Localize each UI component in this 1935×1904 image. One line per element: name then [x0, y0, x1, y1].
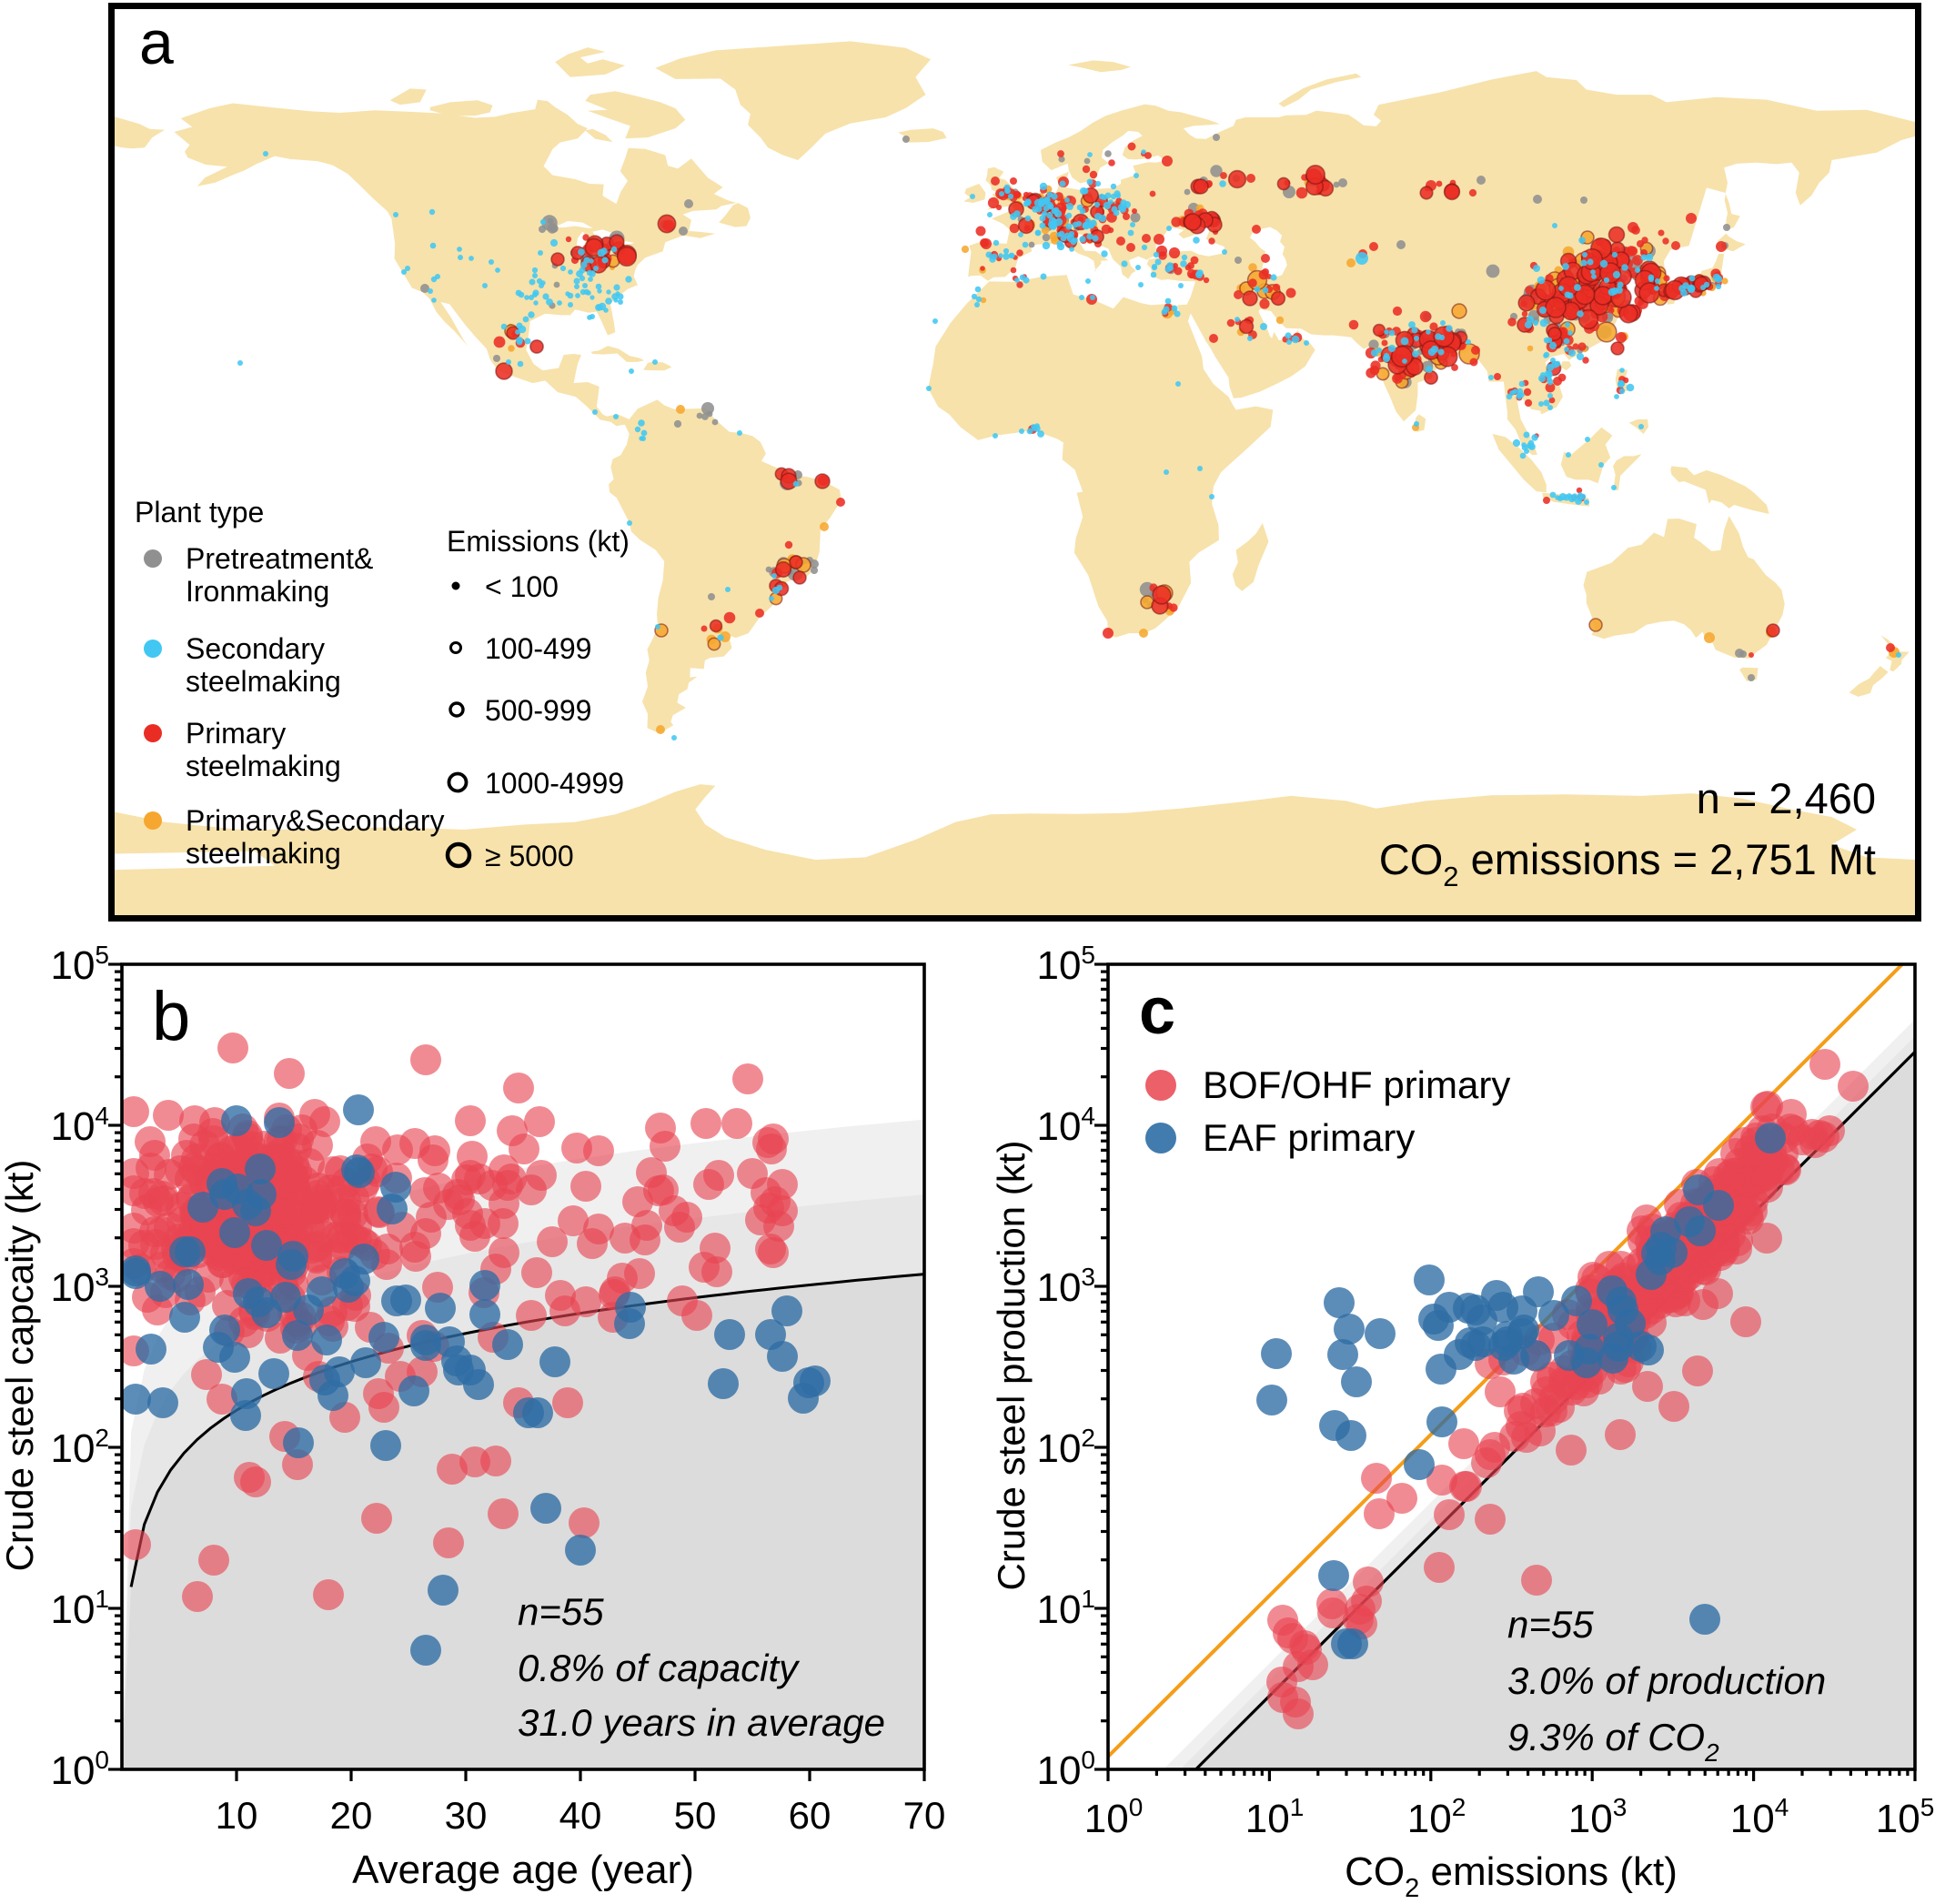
svg-text:100-499: 100-499 [485, 632, 591, 665]
svg-text:Average age (year): Average age (year) [352, 1848, 694, 1892]
svg-text:30: 30 [445, 1794, 488, 1837]
svg-text:0.8% of capacity: 0.8% of capacity [518, 1647, 801, 1689]
svg-text:a: a [139, 8, 174, 77]
svg-text:Plant type: Plant type [135, 496, 264, 529]
svg-text:steelmaking: steelmaking [186, 837, 341, 870]
svg-text:≥ 5000: ≥ 5000 [485, 840, 574, 872]
svg-text:BOF/OHF primary: BOF/OHF primary [1203, 1063, 1510, 1106]
svg-text:3.0% of production: 3.0% of production [1507, 1659, 1826, 1702]
svg-text:50: 50 [674, 1794, 717, 1837]
svg-text:104: 104 [1036, 1102, 1095, 1149]
svg-text:105: 105 [1876, 1793, 1935, 1841]
svg-text:Ironmaking: Ironmaking [186, 575, 329, 608]
svg-text:n=55: n=55 [1507, 1603, 1594, 1646]
svg-text:b: b [152, 978, 190, 1055]
svg-text:Primary: Primary [186, 717, 286, 750]
svg-text:n = 2,460: n = 2,460 [1697, 774, 1876, 822]
svg-text:20: 20 [330, 1794, 373, 1837]
svg-text:Secondary: Secondary [186, 632, 325, 665]
svg-text:Primary&Secondary: Primary&Secondary [186, 804, 445, 837]
svg-text:Crude steel production (kt): Crude steel production (kt) [990, 1141, 1033, 1591]
svg-text:CO2 emissions = 2,751 Mt: CO2 emissions = 2,751 Mt [1379, 835, 1876, 892]
svg-text:Emissions (kt): Emissions (kt) [447, 525, 630, 558]
svg-text:500-999: 500-999 [485, 694, 591, 727]
svg-text:9.3% of CO2: 9.3% of CO2 [1507, 1716, 1719, 1767]
svg-text:1000-4999: 1000-4999 [485, 767, 624, 800]
svg-text:Crude steel capcaity (kt): Crude steel capcaity (kt) [0, 1160, 41, 1572]
svg-text:10: 10 [216, 1794, 258, 1837]
svg-text:c: c [1139, 975, 1175, 1048]
svg-text:Pretreatment&: Pretreatment& [186, 542, 373, 575]
svg-text:40: 40 [559, 1794, 602, 1837]
svg-text:< 100: < 100 [485, 570, 559, 603]
svg-text:70: 70 [903, 1794, 946, 1837]
svg-text:steelmaking: steelmaking [186, 665, 341, 698]
svg-text:n=55: n=55 [518, 1590, 604, 1633]
svg-text:60: 60 [789, 1794, 831, 1837]
svg-text:steelmaking: steelmaking [186, 750, 341, 782]
svg-text:31.0 years in average: 31.0 years in average [518, 1701, 885, 1744]
svg-text:EAF primary: EAF primary [1203, 1116, 1415, 1159]
